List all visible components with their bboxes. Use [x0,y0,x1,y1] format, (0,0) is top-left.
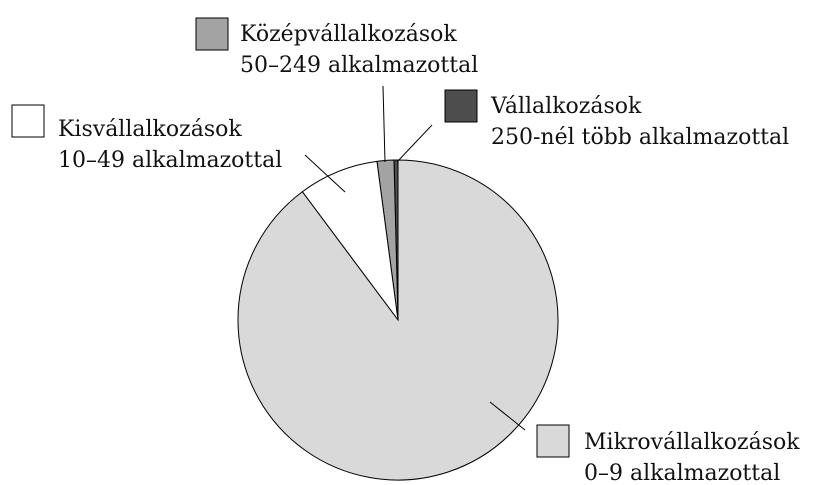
legend-swatch [11,104,45,138]
leader-line [304,154,346,193]
leader-line [396,124,433,163]
slice-description: 0–9 alkalmazottal [584,461,780,485]
leader-line [382,85,386,163]
slice-label: Vállalkozások [490,94,642,119]
legend-swatch [444,89,478,123]
slice-label: Mikrovállalkozások [584,430,800,455]
slice-label: Kisvállalkozások [58,117,242,142]
legend-swatch [195,17,229,51]
leader-line [489,401,526,431]
legend-swatch [536,424,570,458]
slice-description: 250-nél több alkalmazottal [491,125,789,150]
slice-label: Középvállalkozások [240,22,457,47]
slice-description: 50–249 alkalmazottal [240,53,478,78]
slice-description: 10–49 alkalmazottal [58,148,282,173]
pie-slice [237,159,559,481]
